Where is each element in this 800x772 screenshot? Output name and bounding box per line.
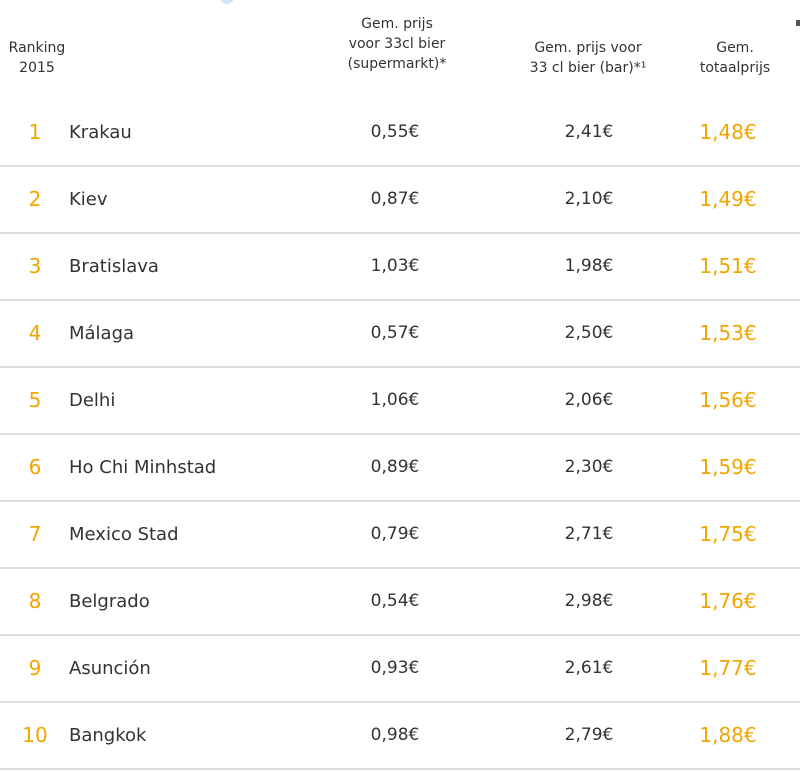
rank-number: 8 <box>28 589 42 613</box>
bar-price: 2,71€ <box>564 524 614 544</box>
city-name: Bratislava <box>69 256 159 277</box>
table-header: Ranking 2015 Gem. prijs voor 33cl bier (… <box>0 0 800 100</box>
total-price: 1,56€ <box>699 388 757 412</box>
table-row: 5 Delhi 1,06€ 2,06€ 1,56€ <box>0 368 800 435</box>
table-row: 4 Málaga 0,57€ 2,50€ 1,53€ <box>0 301 800 368</box>
supermarket-price: 0,55€ <box>370 122 420 142</box>
rank-number: 4 <box>28 321 42 345</box>
table-row: 9 Asunción 0,93€ 2,61€ 1,77€ <box>0 636 800 703</box>
rank-number: 6 <box>28 455 42 479</box>
rank-number: 7 <box>28 522 42 546</box>
bar-price: 2,50€ <box>564 323 614 343</box>
city-name: Ho Chi Minhstad <box>69 457 217 478</box>
supermarket-price: 0,98€ <box>370 725 420 745</box>
bar-price: 2,61€ <box>564 658 614 678</box>
supermarket-price: 0,87€ <box>370 189 420 209</box>
rank-number: 2 <box>28 187 42 211</box>
total-price: 1,75€ <box>699 522 757 546</box>
table-body: 1 Krakau 0,55€ 2,41€ 1,48€ 2 Kiev 0,87€ 2,10€ 1,4… <box>0 100 800 770</box>
table-row: 10 Bangkok 0,98€ 2,79€ 1,88€ <box>0 703 800 770</box>
table-row: 6 Ho Chi Minhstad 0,89€ 2,30€ 1,59€ <box>0 435 800 502</box>
header-bar-price: Gem. prijs voor 33 cl bier (bar)*¹ <box>529 40 647 76</box>
total-price: 1,76€ <box>699 589 757 613</box>
bar-price: 2,06€ <box>564 390 614 410</box>
supermarket-price: 0,89€ <box>370 457 420 477</box>
bar-price: 1,98€ <box>564 256 614 276</box>
header-supermarket-price: Gem. prijs voor 33cl bier (supermarkt)* <box>347 16 447 72</box>
header-total-price: Gem. totaalprijs <box>699 40 771 76</box>
rank-number: 3 <box>28 254 42 278</box>
bar-price: 2,30€ <box>564 457 614 477</box>
city-name: Delhi <box>69 390 116 411</box>
supermarket-price: 0,54€ <box>370 591 420 611</box>
bar-price: 2,10€ <box>564 189 614 209</box>
total-price: 1,77€ <box>699 656 757 680</box>
bar-price: 2,41€ <box>564 122 614 142</box>
rank-number: 1 <box>28 120 42 144</box>
table-row: 3 Bratislava 1,03€ 1,98€ 1,51€ <box>0 234 800 301</box>
city-name: Bangkok <box>69 725 147 746</box>
supermarket-price: 0,79€ <box>370 524 420 544</box>
total-price: 1,48€ <box>699 120 757 144</box>
total-price: 1,53€ <box>699 321 757 345</box>
bar-price: 2,98€ <box>564 591 614 611</box>
rank-number: 9 <box>28 656 42 680</box>
city-name: Málaga <box>69 323 135 344</box>
table-row: 2 Kiev 0,87€ 2,10€ 1,49€ <box>0 167 800 234</box>
cropped-decoration <box>220 0 234 4</box>
header-ranking: Ranking 2015 <box>8 40 66 76</box>
supermarket-price: 0,57€ <box>370 323 420 343</box>
supermarket-price: 0,93€ <box>370 658 420 678</box>
city-name: Mexico Stad <box>69 524 179 545</box>
rank-number: 5 <box>28 388 42 412</box>
total-price: 1,51€ <box>699 254 757 278</box>
city-name: Belgrado <box>69 591 150 612</box>
bar-price: 2,79€ <box>564 725 614 745</box>
total-price: 1,88€ <box>699 723 757 747</box>
supermarket-price: 1,06€ <box>370 390 420 410</box>
city-name: Kiev <box>69 189 108 210</box>
table-row: 1 Krakau 0,55€ 2,41€ 1,48€ <box>0 100 800 167</box>
table-row: 7 Mexico Stad 0,79€ 2,71€ 1,75€ <box>0 502 800 569</box>
table-row: 8 Belgrado 0,54€ 2,98€ 1,76€ <box>0 569 800 636</box>
rank-number: 10 <box>22 723 48 747</box>
edge-mark <box>796 20 800 26</box>
city-name: Krakau <box>69 122 132 143</box>
supermarket-price: 1,03€ <box>370 256 420 276</box>
total-price: 1,59€ <box>699 455 757 479</box>
total-price: 1,49€ <box>699 187 757 211</box>
city-name: Asunción <box>69 658 151 679</box>
